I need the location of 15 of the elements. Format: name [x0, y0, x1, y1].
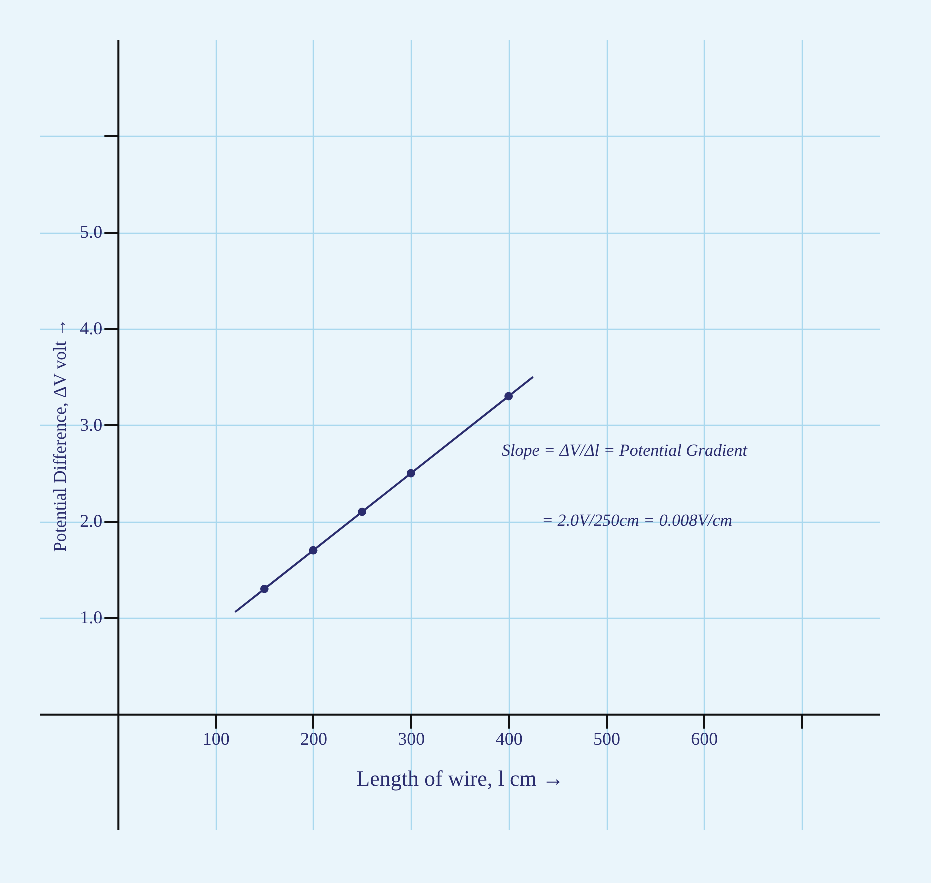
x-tick-label: 300 [398, 728, 426, 749]
y-tick-label: 1.0 [80, 608, 103, 628]
x-tick-label: 600 [691, 728, 718, 749]
annotation: = 2.0V/250cm = 0.008V/cm [542, 510, 733, 530]
x-tick-label: 500 [594, 728, 621, 749]
y-tick-label: 5.0 [80, 222, 103, 242]
x-tick-label: 200 [300, 728, 328, 749]
x-tick-label: 100 [202, 728, 230, 749]
annotation: Slope = ΔV/Δl = Potential Gradient [502, 440, 749, 460]
x-tick-label: 400 [496, 728, 523, 749]
y-axis-title: Potential Difference, ΔV volt → [50, 318, 70, 552]
y-tick-label: 4.0 [80, 318, 103, 339]
y-tick-label: 3.0 [80, 414, 103, 435]
y-tick-label: 2.0 [80, 511, 103, 532]
x-axis-title: Length of wire, l cm → [356, 766, 564, 791]
